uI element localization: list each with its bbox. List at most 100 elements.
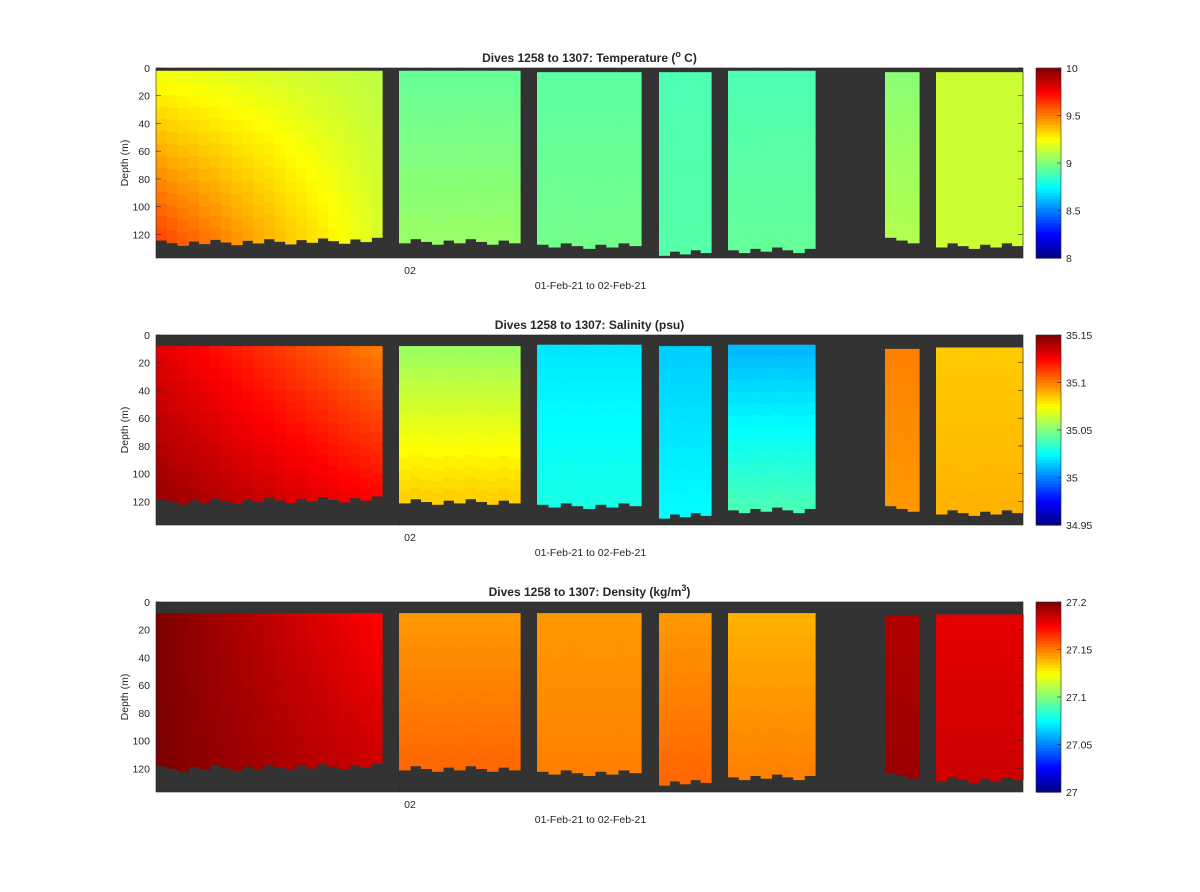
- heatmap-cell: [498, 734, 510, 746]
- heatmap-cell: [295, 732, 308, 745]
- heatmap-cell: [1012, 649, 1024, 663]
- heatmap-cell: [793, 380, 805, 394]
- heatmap-cell: [659, 432, 670, 445]
- heatmap-cell: [968, 109, 981, 124]
- heatmap-cell: [669, 453, 681, 467]
- heatmap-cell: [274, 624, 286, 636]
- heatmap-cell: [771, 728, 783, 741]
- heatmap-cell: [156, 754, 168, 767]
- heatmap-cell: [199, 613, 211, 625]
- heatmap-cell: [594, 703, 607, 716]
- heatmap-cell: [979, 637, 991, 651]
- heatmap-cell: [487, 194, 499, 208]
- heatmap-cell: [328, 216, 340, 230]
- heatmap-cell: [979, 696, 991, 709]
- heatmap-cell: [295, 119, 308, 132]
- heatmap-cell: [349, 106, 362, 120]
- colorbar-segment: [1036, 501, 1061, 505]
- heatmap-cell: [274, 143, 286, 157]
- heatmap-cell: [399, 747, 411, 760]
- y-tick-label: 60: [138, 146, 150, 158]
- heatmap-cell: [231, 613, 243, 625]
- heatmap-cell: [509, 657, 521, 670]
- heatmap-cell: [728, 765, 740, 778]
- heatmap-cell: [793, 684, 805, 697]
- heatmap-cell: [476, 229, 488, 242]
- heatmap-cell: [629, 681, 642, 694]
- heatmap-cell: [285, 702, 297, 715]
- heatmap-cell: [166, 735, 179, 747]
- heatmap-cell: [454, 624, 466, 637]
- heatmap-cell: [209, 454, 222, 467]
- heatmap-cell: [199, 435, 211, 448]
- heatmap-cell: [156, 465, 168, 478]
- heatmap-cell: [659, 481, 670, 495]
- heatmap-cell: [936, 84, 948, 98]
- heatmap-cell: [231, 458, 243, 471]
- heatmap-cell: [476, 624, 488, 636]
- heatmap-cell: [371, 709, 383, 721]
- heatmap-cell: [749, 368, 762, 381]
- heatmap-cell: [188, 180, 200, 193]
- heatmap-cell: [583, 147, 596, 161]
- heatmap-cell: [659, 674, 670, 688]
- heatmap-cell: [209, 465, 222, 477]
- heatmap-cell: [476, 468, 488, 480]
- heatmap-cell: [749, 671, 762, 684]
- colorbar-segment: [1036, 240, 1061, 244]
- heatmap-cell: [659, 419, 670, 433]
- heatmap-cell: [454, 691, 466, 704]
- heatmap-cell: [156, 634, 168, 647]
- heatmap-cell: [328, 367, 340, 380]
- colorbar-segment: [1036, 495, 1061, 499]
- heatmap-cell: [749, 694, 762, 707]
- heatmap-cell: [804, 682, 816, 695]
- heatmap-cell: [274, 455, 286, 468]
- heatmap-cell: [274, 488, 286, 501]
- heatmap-cell: [629, 482, 642, 495]
- heatmap-cell: [979, 158, 991, 172]
- heatmap-cell: [793, 344, 805, 358]
- heatmap-cell: [782, 96, 794, 110]
- heatmap-cell: [328, 645, 340, 658]
- heatmap-cell: [771, 495, 783, 508]
- heatmap-cell: [885, 615, 897, 628]
- colorbar-segment: [1036, 171, 1061, 176]
- heatmap-cell: [700, 649, 712, 663]
- heatmap-cell: [804, 647, 816, 661]
- heatmap-cell: [454, 725, 466, 737]
- heatmap-cell: [295, 476, 308, 488]
- heatmap-cell: [571, 482, 584, 495]
- heatmap-cell: [371, 70, 383, 84]
- heatmap-cell: [209, 179, 222, 192]
- heatmap-cell: [760, 225, 773, 239]
- colorbar-segment: [1036, 450, 1061, 455]
- heatmap-cell: [896, 227, 909, 241]
- heatmap-cell: [231, 170, 243, 184]
- heatmap-cell: [907, 372, 920, 385]
- heatmap-cell: [957, 638, 970, 651]
- heatmap-cell: [498, 756, 510, 768]
- heatmap-cell: [957, 685, 970, 698]
- heatmap-cell: [606, 483, 619, 496]
- heatmap-cell: [617, 108, 631, 122]
- heatmap-cell: [476, 346, 488, 358]
- heatmap-cell: [583, 356, 596, 369]
- heatmap-cell: [156, 613, 168, 625]
- heatmap-cell: [946, 359, 959, 372]
- heatmap-cell: [571, 613, 584, 626]
- heatmap-cell: [700, 746, 712, 759]
- heatmap-cell: [700, 454, 712, 468]
- colorbar-segment: [1036, 355, 1061, 360]
- heatmap-cell: [896, 615, 909, 628]
- heatmap-cell: [907, 348, 920, 362]
- heatmap-cell: [957, 614, 970, 627]
- heatmap-cell: [465, 476, 477, 489]
- colorbar-segment: [1036, 165, 1061, 170]
- heatmap-cell: [804, 461, 816, 474]
- heatmap-cell: [606, 172, 619, 186]
- heatmap-cell: [509, 119, 521, 133]
- heatmap-cell: [209, 732, 222, 744]
- heatmap-cell: [957, 441, 970, 455]
- heatmap-cell: [583, 636, 596, 649]
